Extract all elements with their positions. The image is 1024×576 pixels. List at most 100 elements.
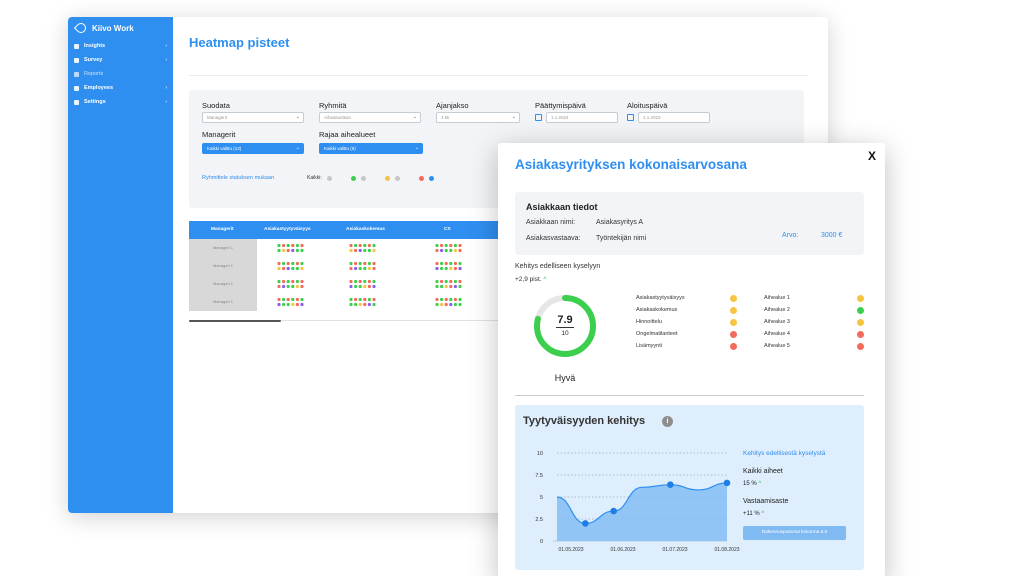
heatmap-dot: [440, 297, 444, 302]
chart-title: Tyytyväisyyden kehitys: [523, 415, 646, 427]
heatmap-dot: [363, 279, 367, 284]
heatmap-dot: [282, 279, 286, 284]
info-icon[interactable]: i: [662, 416, 673, 427]
filter-select-managerit[interactable]: Kaikki valittu (13) ⌄: [202, 143, 304, 154]
calendar-icon[interactable]: [627, 114, 634, 121]
heatmap-dot: [291, 261, 295, 266]
close-icon[interactable]: X: [867, 149, 876, 163]
heatmap-cell[interactable]: [435, 261, 463, 271]
chevron-right-icon: ›: [165, 85, 167, 91]
heatmap-dot: [435, 302, 439, 307]
heatmap-cell[interactable]: [435, 297, 463, 307]
date-input-paattymispaiva[interactable]: 1.1.2024: [546, 112, 618, 123]
gauge-fill: [534, 295, 596, 357]
heatmap-cell[interactable]: [349, 261, 377, 271]
heatmap-dot: [444, 248, 448, 253]
filter-select-ajanjakso[interactable]: 3 kk ⌄: [436, 112, 520, 123]
heatmap-dot: [449, 243, 453, 248]
heatmap-dot: [367, 243, 371, 248]
heatmap-dot: [440, 284, 444, 289]
metric-label: Hinnoittelu: [636, 319, 662, 325]
status-dot-grey[interactable]: [395, 176, 400, 181]
horizontal-scrollbar[interactable]: [189, 320, 281, 322]
all-topics-label: Kaikki aiheet: [743, 468, 783, 475]
heatmap-dot: [354, 279, 358, 284]
heatmap-cell[interactable]: [277, 243, 305, 253]
heatmap-dot: [363, 284, 367, 289]
heatmap-cell[interactable]: [435, 243, 463, 253]
date-input-aloituspaiva[interactable]: 1.1.2023: [638, 112, 710, 123]
heatmap-cell[interactable]: [277, 261, 305, 271]
heatmap-dot: [295, 261, 299, 266]
summary-button[interactable]: Rakennuspalvelut kokonna 6.0: [743, 526, 846, 540]
heatmap-dot: [372, 302, 376, 307]
heatmap-dot: [453, 261, 457, 266]
heatmap-dot: [291, 297, 295, 302]
heatmap-dot: [295, 279, 299, 284]
heatmap-dot: [282, 302, 286, 307]
group-by-status-link[interactable]: Ryhmittele statuksen mukaan: [202, 175, 275, 181]
heatmap-dot: [286, 284, 290, 289]
heatmap-cell[interactable]: [277, 279, 305, 289]
heatmap-dot: [458, 302, 462, 307]
sidebar-item-label: Employees: [84, 85, 114, 91]
heatmap-dot: [449, 261, 453, 266]
heatmap-dot: [458, 243, 462, 248]
data-point: [582, 520, 589, 527]
sidebar-item-employees[interactable]: Employees ›: [68, 81, 173, 95]
heatmap-dot: [367, 284, 371, 289]
heatmap-cell[interactable]: [435, 279, 463, 289]
heatmap-dot: [444, 284, 448, 289]
status-dot-red[interactable]: [419, 176, 424, 181]
sidebar-item-label: Reports: [84, 71, 104, 77]
heatmap-cell[interactable]: [349, 243, 377, 253]
previous-survey-link[interactable]: Kehitys edellisestä kyselystä: [743, 450, 826, 457]
title-divider: [189, 75, 808, 76]
heatmap-dot: [354, 243, 358, 248]
data-point: [723, 479, 731, 487]
sidebar-item-reports[interactable]: Reports: [68, 67, 173, 81]
info-heading: Asiakkaan tiedot: [526, 202, 598, 212]
sidebar-item-survey[interactable]: Survey ›: [68, 53, 173, 67]
satisfaction-trend-panel: Tyytyväisyyden kehitys i 0 2.5 5 7.5 10 01.05…: [515, 405, 864, 570]
heatmap-cell[interactable]: [277, 297, 305, 307]
filter-select-rajaa[interactable]: Kaikki valittu (9) ⌄: [319, 143, 423, 154]
horizontal-scroll-track[interactable]: [189, 320, 669, 321]
status-dot-yellow[interactable]: [385, 176, 390, 181]
heatmap-dot: [277, 297, 281, 302]
y-tick-label: 7.5: [535, 473, 543, 479]
sidebar-item-insights[interactable]: Insights ›: [68, 39, 173, 53]
calendar-icon[interactable]: [535, 114, 542, 121]
heatmap-dot: [291, 248, 295, 253]
metric-status-dot: [857, 342, 864, 350]
table-row-label: Manageri 1: [189, 275, 257, 293]
heatmap-dot: [291, 302, 295, 307]
filter-select-ryhmita[interactable]: Aihealueittain ⌄: [319, 112, 421, 123]
heatmap-dot: [282, 266, 286, 271]
heatmap-cell[interactable]: [349, 297, 377, 307]
customer-info-box: Asiakkaan tiedot Asiakkaan nimi: Asiakas…: [515, 192, 864, 255]
heatmap-dot: [458, 248, 462, 253]
status-dot-grey[interactable]: [361, 176, 366, 181]
heatmap-dot: [363, 261, 367, 266]
filter-select-suodata[interactable]: Managerit ⌄: [202, 112, 304, 123]
page-title: Heatmap pisteet: [189, 35, 290, 50]
status-dot-green[interactable]: [351, 176, 356, 181]
status-dot-blue[interactable]: [429, 176, 434, 181]
all-topics-value: 15 % ^: [743, 481, 761, 487]
heatmap-dot: [282, 284, 286, 289]
account-manager-label: Asiakasvastaava:: [526, 235, 581, 242]
response-rate-value: +11 % ^: [743, 511, 764, 517]
heatmap-dot: [358, 243, 362, 248]
metric-status-dot: [857, 318, 864, 326]
heatmap-dot: [358, 266, 362, 271]
heatmap-dot: [453, 297, 457, 302]
heatmap-dot: [458, 266, 462, 271]
metric-label: Aihealue 4: [764, 331, 790, 337]
heatmap-cell[interactable]: [349, 279, 377, 289]
status-dot-grey[interactable]: [327, 176, 332, 181]
metric-status-dot: [857, 330, 864, 338]
insights-icon: [74, 43, 79, 49]
x-tick-label: 01.05.2023: [558, 547, 583, 553]
sidebar-item-settings[interactable]: Settings ›: [68, 95, 173, 109]
